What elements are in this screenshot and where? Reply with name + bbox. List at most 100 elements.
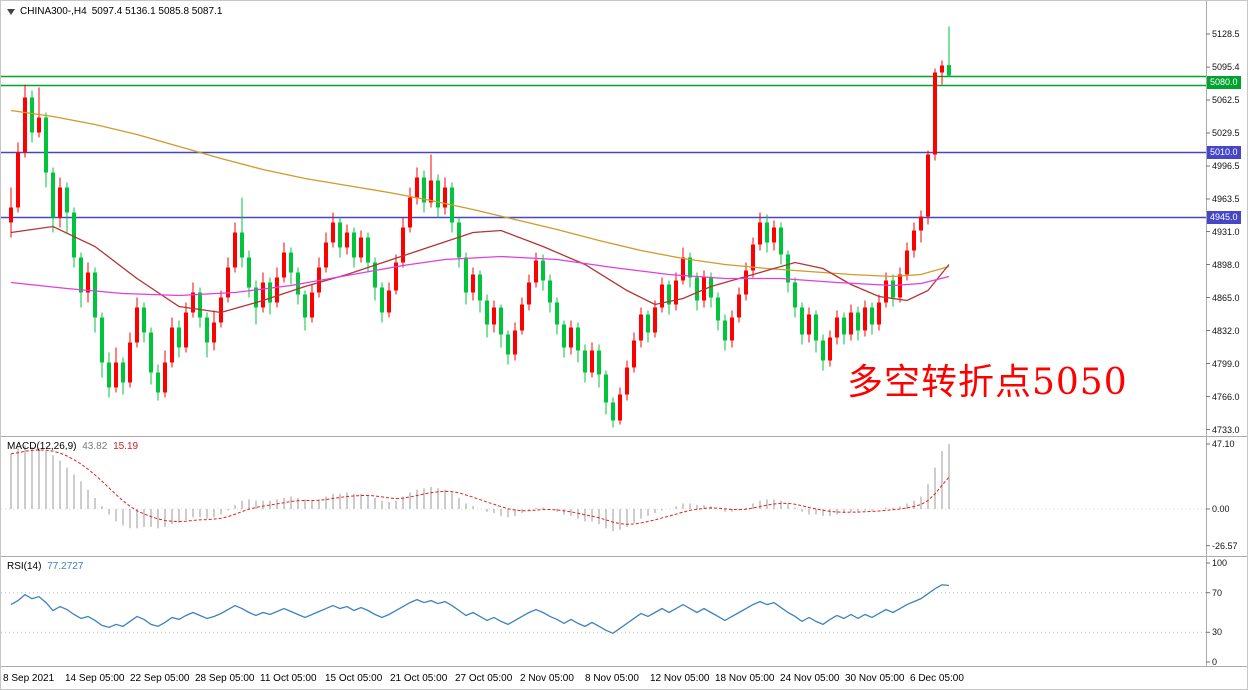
candle-body [884, 280, 888, 303]
price-line-tag: 5080.0 [1207, 75, 1241, 89]
rsi-tick-label: 30 [1212, 627, 1223, 638]
candle-body [100, 317, 104, 363]
candle-body [359, 237, 363, 258]
candle-body [849, 312, 853, 335]
candle-body [135, 307, 139, 343]
candle-body [688, 257, 692, 278]
candle-body [940, 65, 944, 73]
time-tick-label: 27 Oct 05:00 [455, 673, 513, 684]
candle-body [933, 72, 937, 155]
candle-body [114, 362, 118, 388]
time-tick-label: 2 Nov 05:00 [520, 673, 574, 684]
candle-body [303, 294, 307, 318]
candle-body [170, 327, 174, 363]
candle-body [912, 230, 916, 251]
price-tick-label: 4799.0 [1212, 358, 1240, 369]
candle-body [65, 187, 69, 213]
candle-body [772, 227, 776, 243]
price-tick-label: 4963.5 [1212, 194, 1240, 204]
candle-body [863, 307, 867, 331]
price-axis[interactable]: 5128.5 5095.4 5062.5 5029.5 4996.5 4963.5 4931… [1206, 1, 1247, 667]
candle-body [261, 282, 265, 308]
symbol-marker-icon [7, 8, 15, 15]
candle-body [72, 212, 76, 258]
candle-body [338, 222, 342, 248]
candle-body [730, 317, 734, 341]
candle-body [905, 250, 909, 275]
candle-body [163, 362, 167, 393]
candle-body [86, 272, 90, 293]
candle-body [653, 307, 657, 333]
candle-body [23, 97, 27, 153]
candle-body [394, 262, 398, 291]
rsi-name: RSI(14) [7, 561, 42, 572]
candle-body [415, 177, 419, 198]
candle-body [373, 262, 377, 288]
candle-body [947, 65, 951, 76]
candle-body [632, 340, 636, 368]
candle-body [37, 117, 41, 133]
candle-body [93, 272, 97, 318]
candle-body [842, 317, 846, 335]
candle-body [471, 274, 475, 293]
price-tick-label: 4996.5 [1212, 161, 1240, 171]
candle-body [548, 280, 552, 303]
macd-signal-line [10, 449, 950, 525]
candle-body [233, 232, 237, 268]
candle-body [240, 232, 244, 258]
candle-body [604, 374, 608, 403]
candle-body [443, 187, 447, 208]
time-tick-label: 21 Oct 05:00 [390, 673, 448, 684]
candle-body [457, 222, 461, 258]
candle-body [723, 320, 727, 341]
candle-body [786, 254, 790, 283]
candle-body [282, 252, 286, 278]
candle-body [205, 317, 209, 343]
candle-body [387, 290, 391, 313]
candle-body [891, 280, 895, 298]
candle-body [296, 272, 300, 295]
candle-body [156, 372, 160, 393]
candle-body [527, 282, 531, 305]
rsi-tick-label: 100 [1212, 558, 1228, 568]
candle-body [751, 244, 755, 271]
candle-body [821, 340, 825, 361]
candle-body [177, 327, 181, 348]
candle-body [464, 257, 468, 293]
time-axis[interactable]: 8 Sep 2021 14 Sep 05:00 22 Sep 05:00 28 Sep… [1, 667, 1247, 689]
candle-body [422, 177, 426, 203]
candle-body [807, 314, 811, 335]
candle-body [695, 277, 699, 301]
candle-body [198, 292, 202, 318]
candle-body [520, 304, 524, 331]
candle-body [9, 207, 13, 223]
candle-body [275, 277, 279, 303]
candle-body [506, 334, 510, 355]
macd-name: MACD(12,26,9) [7, 441, 77, 452]
rsi-line [10, 584, 950, 635]
price-line-tag: 5010.0 [1207, 145, 1241, 159]
candle-body [646, 314, 650, 333]
candle-body [289, 252, 293, 273]
rsi-tick-label: 70 [1212, 587, 1223, 598]
candle-body [429, 180, 433, 203]
candle-body [254, 287, 258, 308]
candle-body [219, 297, 223, 323]
candle-body [408, 197, 412, 228]
candle-body [611, 402, 615, 421]
candle-body [835, 317, 839, 338]
rsi-indicator-label: RSI(14) 77.2727 [7, 561, 83, 572]
time-tick-label: 22 Sep 05:00 [130, 673, 190, 684]
candle-body [919, 216, 923, 231]
annotation-text[interactable]: 多空转折点5050 [847, 362, 1128, 403]
time-tick-label: 28 Sep 05:00 [195, 673, 255, 684]
candle-body [499, 307, 503, 335]
candle-body [793, 282, 797, 308]
candle-body [583, 350, 587, 373]
candle-body [709, 277, 713, 298]
time-tick-label: 6 Dec 05:00 [910, 673, 964, 684]
candle-body [310, 292, 314, 318]
price-tick-label: 5029.5 [1212, 128, 1240, 138]
candle-body [681, 257, 685, 281]
